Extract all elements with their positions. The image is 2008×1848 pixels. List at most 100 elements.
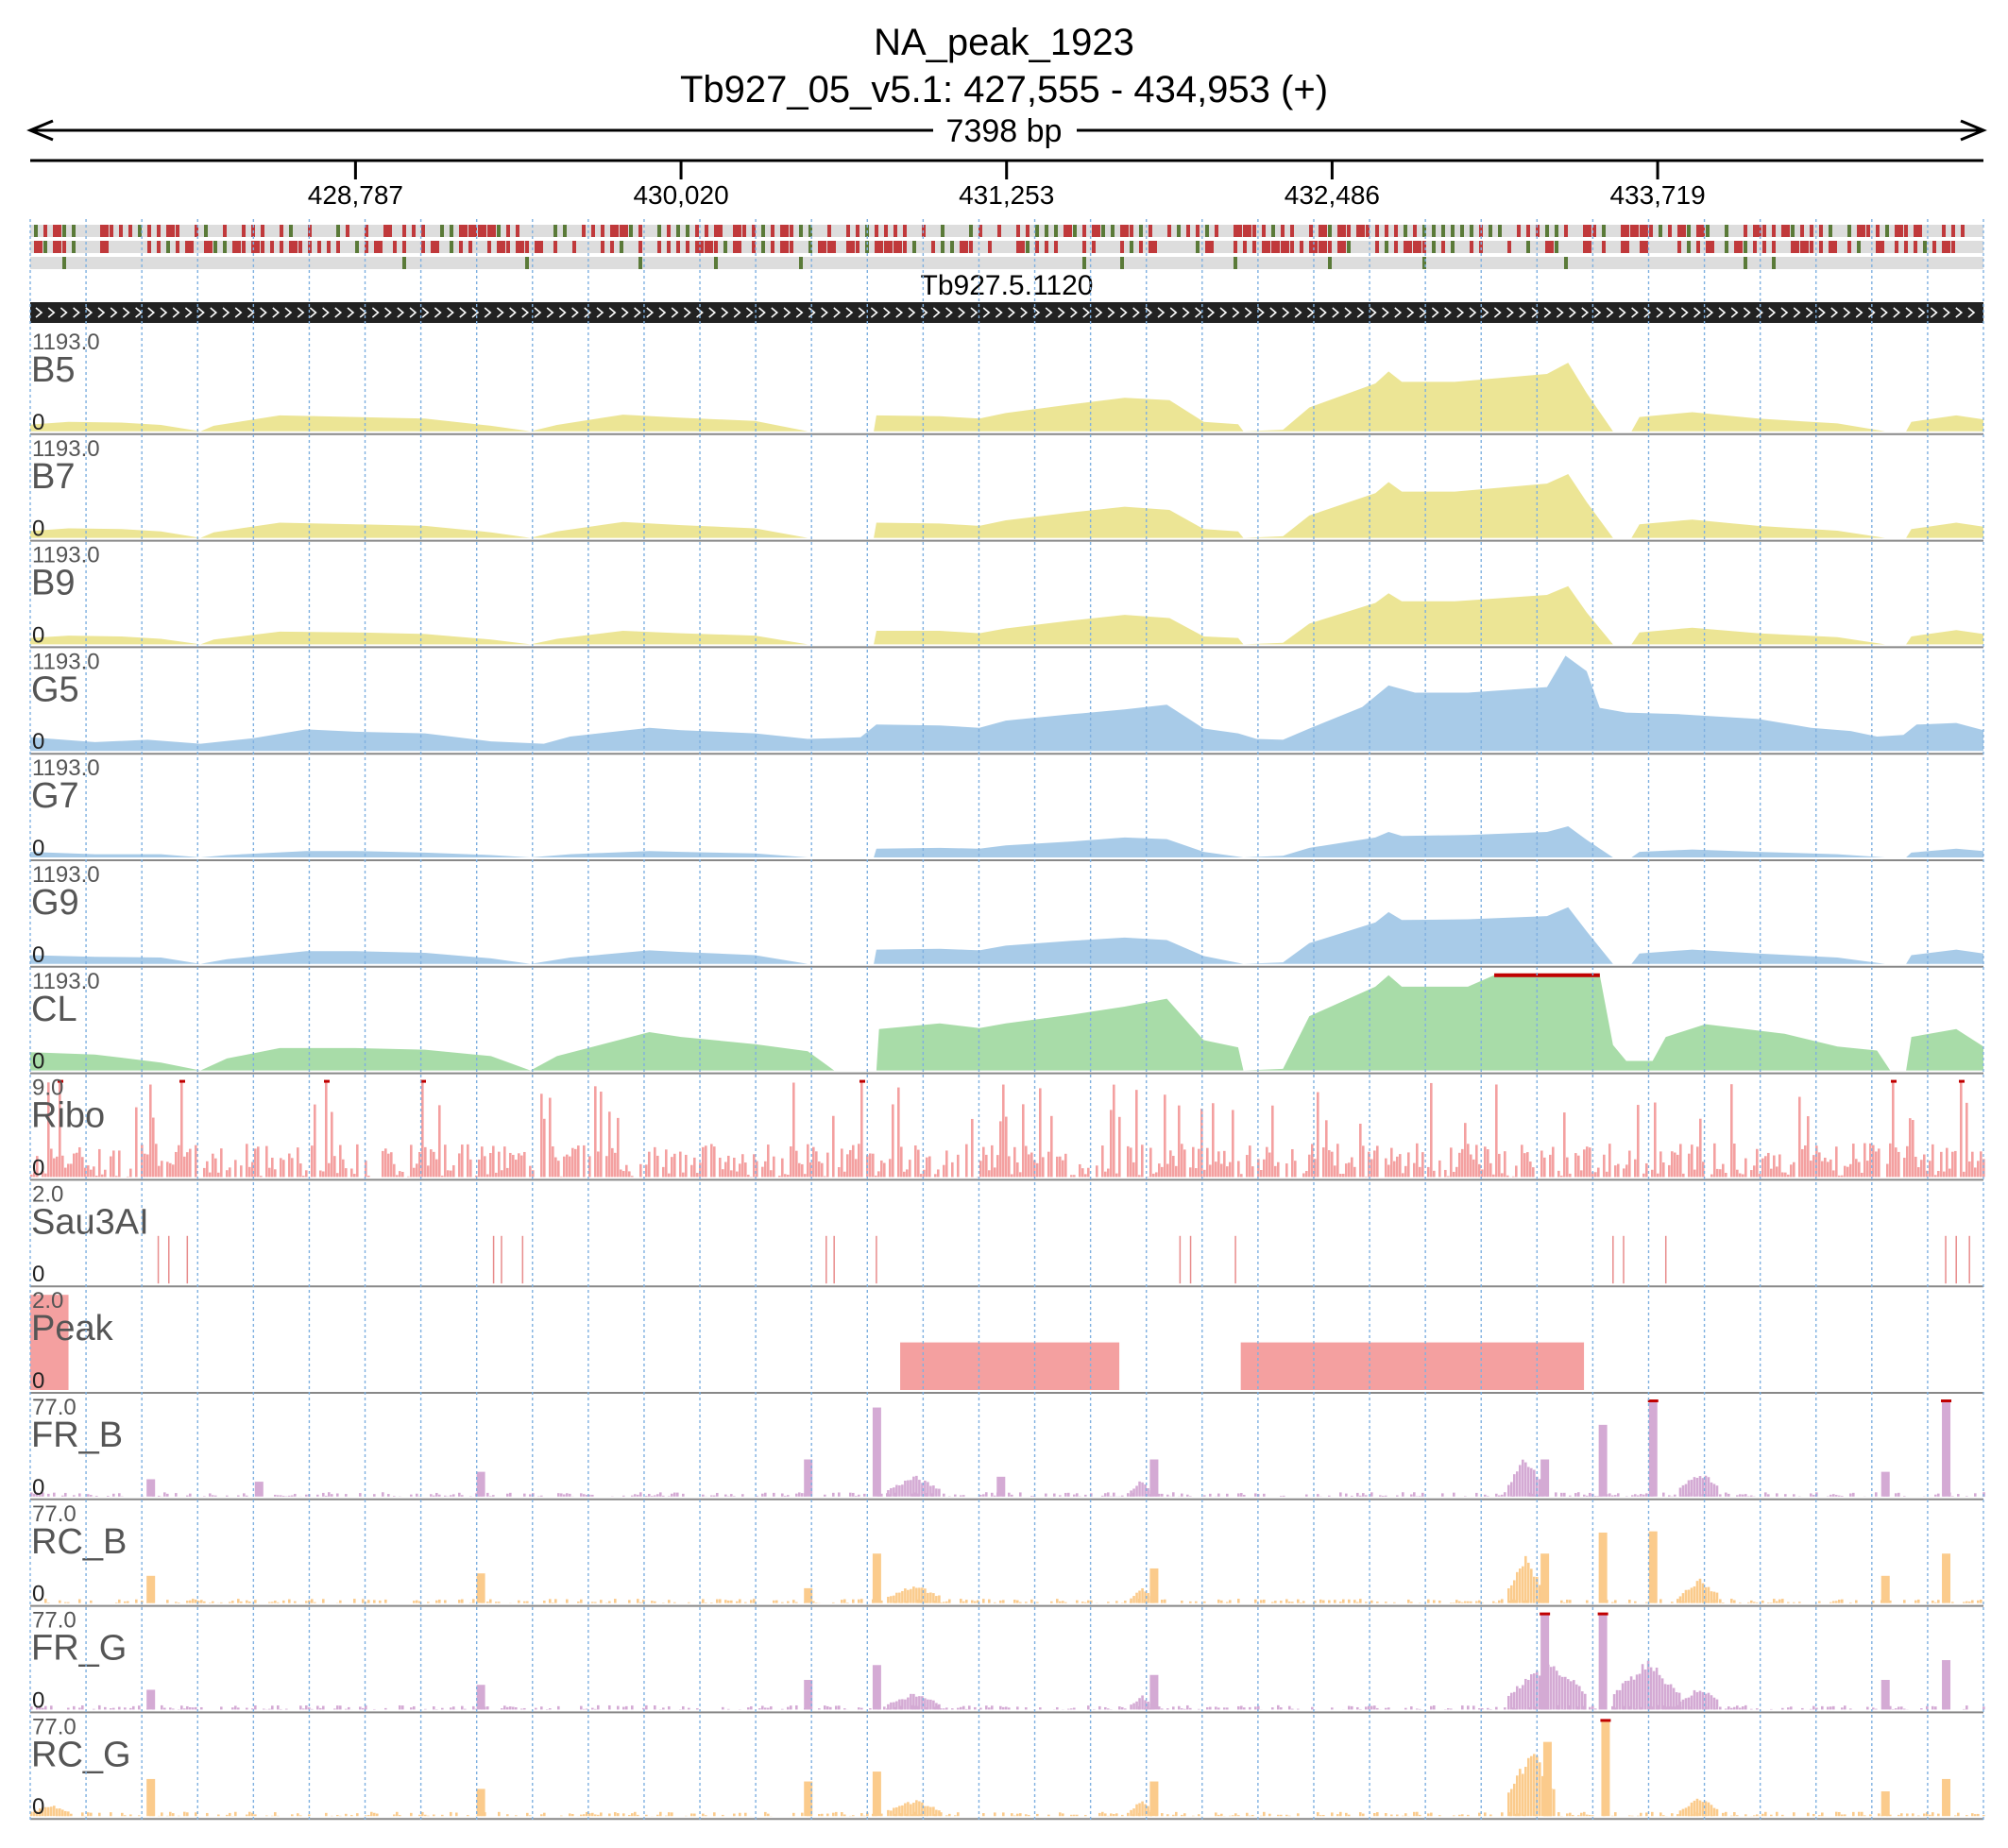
ribo-bar: [540, 1094, 543, 1177]
signal-bar: [1645, 1493, 1648, 1496]
signal-bar: [943, 1708, 945, 1709]
signal-bar: [1045, 1494, 1047, 1497]
ribo-bar: [178, 1145, 180, 1178]
signal-bar: [915, 1800, 918, 1816]
signal-bar: [1127, 1813, 1130, 1816]
signal-bar: [945, 1815, 948, 1816]
signal-bar: [1725, 1493, 1727, 1497]
orf-segment: [53, 225, 61, 237]
orf-segment: [43, 241, 47, 253]
ribo-bar: [447, 1170, 450, 1177]
span-length-label: 7398 bp: [946, 113, 1063, 149]
signal-bar: [979, 1708, 982, 1710]
signal-bar: [410, 1813, 413, 1816]
ribo-bar: [175, 1152, 178, 1177]
orf-segment: [468, 225, 477, 237]
signal-bar: [1835, 1601, 1838, 1602]
signal-bar: [960, 1495, 962, 1496]
signal-bar: [849, 1493, 852, 1497]
signal-bar: [1254, 1706, 1257, 1709]
orf-segment: [1904, 225, 1908, 237]
signal-bar: [907, 1698, 910, 1710]
signal-bar: [1569, 1496, 1572, 1497]
ribo-bar: [1878, 1148, 1880, 1177]
signal-bar: [662, 1496, 665, 1497]
signal-bar: [81, 1705, 84, 1709]
signal-bar: [761, 1494, 764, 1497]
signal-bar: [1510, 1585, 1513, 1603]
signal-bar: [78, 1599, 81, 1602]
signal-bar: [367, 1815, 370, 1816]
signal-bar: [1115, 1601, 1118, 1602]
ribo-bar: [1430, 1083, 1433, 1177]
signal-bar: [464, 1709, 467, 1710]
signal-bar: [1829, 1706, 1832, 1709]
signal-bar: [560, 1816, 563, 1817]
ribo-bar: [441, 1176, 444, 1177]
signal-bar: [186, 1812, 189, 1816]
signal-bar: [560, 1493, 563, 1496]
orf-segment: [610, 241, 614, 253]
signal-bar: [1563, 1493, 1566, 1497]
ribo-bar: [807, 1144, 809, 1178]
orf-segment: [1205, 241, 1214, 253]
orf-segment: [997, 225, 1001, 237]
signal-bar: [591, 1708, 594, 1710]
signal-bar: [246, 1496, 248, 1497]
ribo-bar: [1977, 1161, 1980, 1177]
signal-bar: [818, 1708, 821, 1709]
signal-bar: [1053, 1494, 1056, 1497]
ribo-bar: [1331, 1152, 1334, 1178]
signal-bar: [991, 1493, 994, 1497]
signal-bar: [277, 1705, 280, 1709]
signal-spike: [1149, 1782, 1158, 1817]
signal-bar: [858, 1707, 860, 1709]
signal-bar: [1832, 1494, 1835, 1497]
signal-bar: [1351, 1706, 1353, 1710]
signal-bar: [1062, 1601, 1064, 1602]
signal-bar: [1866, 1707, 1869, 1710]
ribo-bar: [1875, 1151, 1878, 1177]
orf-segment: [969, 241, 973, 253]
signal-bar: [1513, 1580, 1516, 1602]
signal-bar: [1807, 1813, 1810, 1817]
signal-bar: [767, 1814, 770, 1817]
ribo-bar: [1637, 1105, 1640, 1177]
signal-bar: [631, 1496, 634, 1497]
signal-bar: [887, 1810, 890, 1816]
ribo-bar: [1948, 1169, 1951, 1178]
orf-segment: [336, 241, 340, 253]
signal-bar: [671, 1812, 673, 1816]
ribo-bar: [129, 1169, 132, 1178]
ribo-bar: [486, 1175, 489, 1178]
signal-bar: [1710, 1805, 1713, 1816]
signal-bar: [1744, 1814, 1747, 1816]
signal-bar: [166, 1600, 169, 1602]
signal-bar: [1370, 1492, 1373, 1496]
orf-segment: [270, 241, 274, 253]
ribo-bar: [234, 1160, 237, 1177]
signal-bar: [1249, 1707, 1251, 1710]
orf-segment: [733, 241, 741, 253]
signal-bar: [367, 1600, 370, 1602]
orf-segment: [1895, 241, 1898, 253]
signal-bar: [492, 1495, 495, 1497]
signal-bar: [526, 1602, 529, 1603]
signal-bar: [1716, 1809, 1719, 1816]
ribo-bar: [1226, 1166, 1229, 1177]
signal-bar: [1059, 1602, 1062, 1603]
signal-bar: [890, 1703, 893, 1710]
ribo-bar: [860, 1082, 863, 1178]
signal-bar: [461, 1600, 464, 1603]
orf-segment: [969, 225, 973, 237]
signal-bar: [938, 1489, 941, 1497]
ribo-bar: [1198, 1149, 1200, 1178]
ribo-bar: [1181, 1144, 1183, 1177]
signal-bar: [744, 1813, 747, 1816]
signal-bar: [1254, 1493, 1257, 1496]
signal-bar: [1764, 1492, 1767, 1496]
signal-bar: [1166, 1708, 1169, 1709]
signal-bar: [319, 1708, 322, 1710]
ribo-bar: [571, 1148, 574, 1178]
ribo-bar: [1742, 1174, 1744, 1177]
